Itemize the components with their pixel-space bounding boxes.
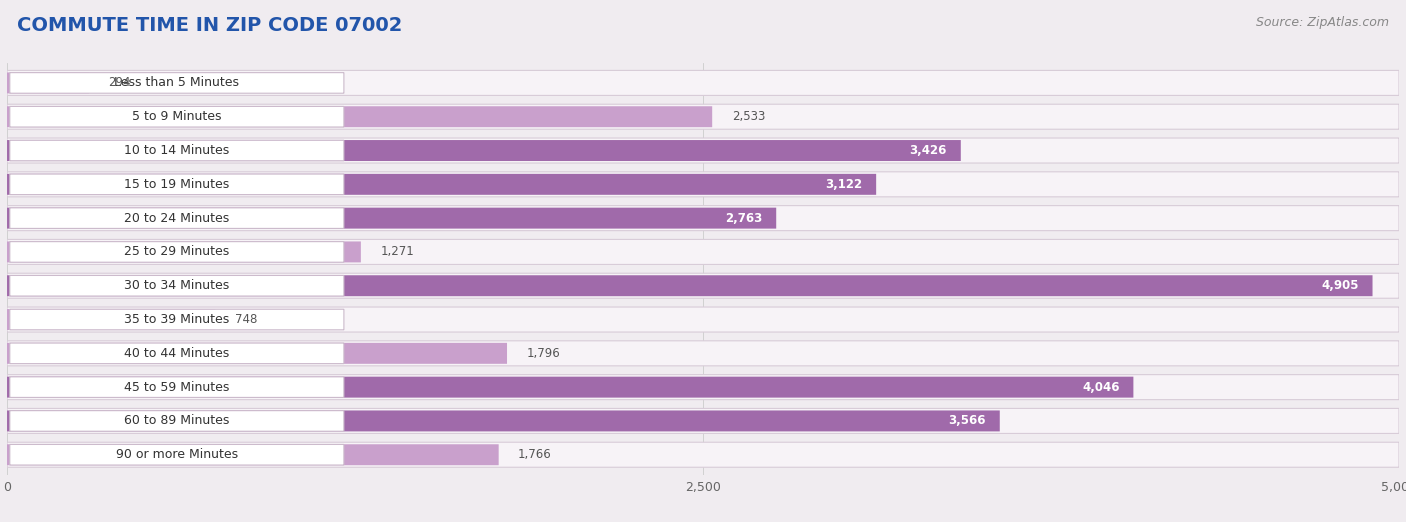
- Text: 1,271: 1,271: [381, 245, 415, 258]
- FancyBboxPatch shape: [10, 343, 344, 364]
- FancyBboxPatch shape: [7, 70, 1399, 96]
- Text: 60 to 89 Minutes: 60 to 89 Minutes: [124, 414, 229, 428]
- FancyBboxPatch shape: [7, 275, 1372, 296]
- FancyBboxPatch shape: [7, 343, 508, 364]
- Text: COMMUTE TIME IN ZIP CODE 07002: COMMUTE TIME IN ZIP CODE 07002: [17, 16, 402, 34]
- FancyBboxPatch shape: [10, 140, 344, 161]
- Text: 4,046: 4,046: [1083, 381, 1119, 394]
- FancyBboxPatch shape: [10, 411, 344, 431]
- Text: 10 to 14 Minutes: 10 to 14 Minutes: [124, 144, 229, 157]
- FancyBboxPatch shape: [7, 104, 1399, 129]
- Text: 40 to 44 Minutes: 40 to 44 Minutes: [124, 347, 229, 360]
- FancyBboxPatch shape: [7, 444, 499, 465]
- FancyBboxPatch shape: [10, 208, 344, 229]
- FancyBboxPatch shape: [7, 138, 1399, 163]
- Text: 3,566: 3,566: [948, 414, 986, 428]
- FancyBboxPatch shape: [10, 73, 344, 93]
- Text: 2,763: 2,763: [725, 211, 762, 224]
- FancyBboxPatch shape: [7, 140, 960, 161]
- FancyBboxPatch shape: [7, 442, 1399, 467]
- FancyBboxPatch shape: [7, 174, 876, 195]
- Text: 1,766: 1,766: [519, 448, 553, 461]
- FancyBboxPatch shape: [10, 377, 344, 397]
- FancyBboxPatch shape: [7, 377, 1133, 398]
- FancyBboxPatch shape: [10, 242, 344, 262]
- FancyBboxPatch shape: [7, 408, 1399, 433]
- FancyBboxPatch shape: [7, 172, 1399, 197]
- FancyBboxPatch shape: [10, 106, 344, 127]
- FancyBboxPatch shape: [7, 309, 215, 330]
- Text: 3,122: 3,122: [825, 178, 862, 191]
- FancyBboxPatch shape: [10, 276, 344, 296]
- FancyBboxPatch shape: [7, 273, 1399, 298]
- FancyBboxPatch shape: [7, 410, 1000, 431]
- Text: 5 to 9 Minutes: 5 to 9 Minutes: [132, 110, 222, 123]
- Text: 20 to 24 Minutes: 20 to 24 Minutes: [124, 211, 229, 224]
- Text: 90 or more Minutes: 90 or more Minutes: [115, 448, 238, 461]
- Text: 2,533: 2,533: [731, 110, 765, 123]
- Text: 4,905: 4,905: [1322, 279, 1358, 292]
- FancyBboxPatch shape: [10, 444, 344, 465]
- Text: 35 to 39 Minutes: 35 to 39 Minutes: [124, 313, 229, 326]
- Text: 25 to 29 Minutes: 25 to 29 Minutes: [124, 245, 229, 258]
- FancyBboxPatch shape: [7, 106, 713, 127]
- Text: Less than 5 Minutes: Less than 5 Minutes: [114, 76, 239, 89]
- Text: 30 to 34 Minutes: 30 to 34 Minutes: [124, 279, 229, 292]
- Text: 748: 748: [235, 313, 257, 326]
- Text: 3,426: 3,426: [910, 144, 946, 157]
- FancyBboxPatch shape: [7, 206, 1399, 231]
- Text: 1,796: 1,796: [526, 347, 560, 360]
- FancyBboxPatch shape: [7, 375, 1399, 400]
- Text: 15 to 19 Minutes: 15 to 19 Minutes: [124, 178, 229, 191]
- Text: 294: 294: [108, 76, 131, 89]
- Text: 45 to 59 Minutes: 45 to 59 Minutes: [124, 381, 229, 394]
- FancyBboxPatch shape: [10, 174, 344, 195]
- FancyBboxPatch shape: [10, 309, 344, 330]
- FancyBboxPatch shape: [7, 242, 361, 263]
- FancyBboxPatch shape: [7, 341, 1399, 366]
- FancyBboxPatch shape: [7, 307, 1399, 332]
- FancyBboxPatch shape: [7, 73, 89, 93]
- FancyBboxPatch shape: [7, 208, 776, 229]
- FancyBboxPatch shape: [7, 240, 1399, 265]
- Text: Source: ZipAtlas.com: Source: ZipAtlas.com: [1256, 16, 1389, 29]
